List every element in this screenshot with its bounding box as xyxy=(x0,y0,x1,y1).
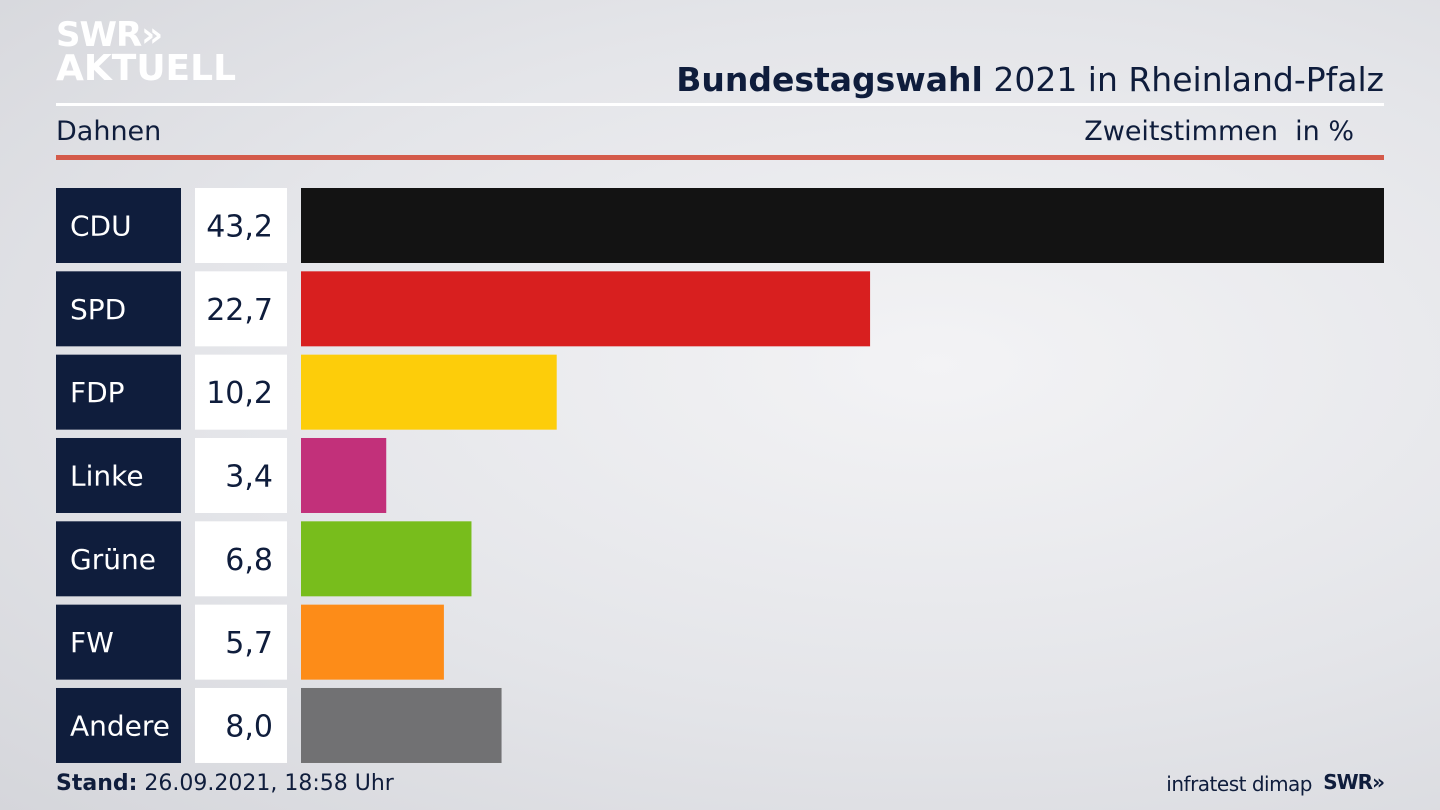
party-label-box-fdp xyxy=(56,354,181,430)
place-name: Dahnen xyxy=(56,116,162,147)
party-label-box-andere xyxy=(56,687,181,763)
party-label-cdu: CDU xyxy=(70,210,132,243)
bar-fw xyxy=(301,604,444,680)
value-box-spd xyxy=(195,271,287,347)
value-label-gruene: 6,8 xyxy=(225,543,273,578)
subheader-divider xyxy=(56,155,1384,160)
timestamp-label: Stand: xyxy=(56,771,138,796)
metric-label: Zweitstimmen xyxy=(1084,116,1278,147)
value-label-cdu: 43,2 xyxy=(206,210,273,245)
value-box-gruene xyxy=(195,521,287,597)
party-label-box-cdu xyxy=(56,188,181,263)
data-source: infratest dimap xyxy=(1166,772,1312,796)
timestamp-value: 26.09.2021, 18:58 Uhr xyxy=(137,771,394,796)
value-box-cdu xyxy=(195,188,287,263)
chart-title: Bundestagswahl 2021 in Rheinland-Pfalz xyxy=(676,60,1384,99)
value-label-linke: 3,4 xyxy=(225,459,273,494)
bar-gruene xyxy=(301,521,472,597)
value-label-andere: 8,0 xyxy=(225,709,273,744)
logo-line-1: SWR» xyxy=(56,15,163,55)
party-label-spd: SPD xyxy=(70,293,126,326)
swr-footer-logo: SWR» xyxy=(1323,770,1385,794)
party-label-linke: Linke xyxy=(70,459,144,492)
bar-fdp xyxy=(301,354,557,430)
party-label-box-fw xyxy=(56,604,181,680)
timestamp: Stand: 26.09.2021, 18:58 Uhr xyxy=(56,771,394,796)
value-box-fdp xyxy=(195,354,287,430)
value-box-andere xyxy=(195,687,287,763)
value-label-fw: 5,7 xyxy=(225,626,273,661)
party-label-box-spd xyxy=(56,271,181,347)
bar-andere xyxy=(301,687,502,763)
party-label-box-gruene xyxy=(56,521,181,597)
logo-line-2: AKTUELL xyxy=(56,48,237,89)
swr-aktuell-logo: SWR» AKTUELL xyxy=(56,15,237,89)
chart-title-rest: 2021 in Rheinland-Pfalz xyxy=(982,60,1384,99)
party-label-fw: FW xyxy=(70,626,114,659)
value-box-linke xyxy=(195,437,287,513)
bar-spd xyxy=(301,271,871,347)
party-label-box-linke xyxy=(56,437,181,513)
bar-linke xyxy=(301,437,387,513)
value-label-fdp: 10,2 xyxy=(206,376,273,411)
header-divider xyxy=(56,103,1384,106)
unit-label: in % xyxy=(1295,116,1354,147)
party-label-andere: Andere xyxy=(70,709,170,742)
value-box-fw xyxy=(195,604,287,680)
chart-title-bold: Bundestagswahl xyxy=(676,60,983,99)
party-label-fdp: FDP xyxy=(70,376,125,409)
value-label-spd: 22,7 xyxy=(206,293,273,328)
party-label-gruene: Grüne xyxy=(70,543,156,576)
bar-cdu xyxy=(301,188,1384,263)
